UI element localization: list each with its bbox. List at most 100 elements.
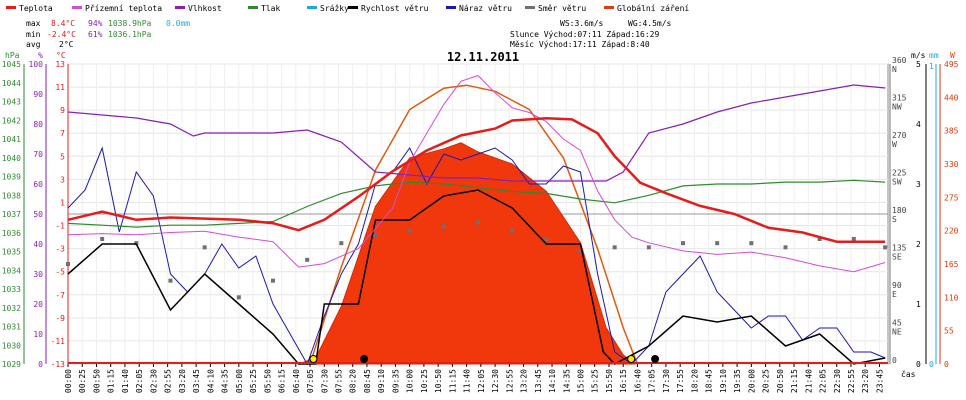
x-tick-label: 19:10 [719,369,728,393]
humidity-axis-unit: % [38,51,43,60]
x-tick-label: 17:05 [648,369,657,393]
direction-axis-label: N [892,65,897,74]
direction-axis-tick: 360 [892,56,907,65]
x-tick-label: 20:50 [776,369,785,393]
series-direction-point [373,232,378,237]
pressure-axis-tick: 1037 [2,210,21,219]
legend-swatch [348,6,358,9]
series [66,74,888,366]
x-tick-label: 17:30 [662,369,671,393]
legend-label: Vlhkost [188,4,222,13]
x-tick-label: 10:00 [406,369,415,393]
series-direction-point [851,237,856,241]
x-tick-label: 04:35 [221,369,230,393]
x-tick-label: 23:20 [861,369,870,393]
x-tick-label: 19:35 [733,369,742,393]
series-direction-point [715,241,720,246]
wind-axis-tick: 5 [916,60,921,69]
x-tick-label: 02:55 [164,369,173,393]
x-tick-label: 10:25 [420,369,429,393]
direction-axis-label: E [892,290,897,299]
humidity-axis-tick: 30 [33,270,43,279]
wind-speed-summary: WS:3.6m/s [560,19,604,28]
x-tick-label: 03:45 [192,369,201,393]
x-tick-label: 03:20 [178,369,187,393]
stat-avg-temp: 2°C [59,40,74,49]
x-tick-label: 14:35 [562,369,571,393]
humidity-axis-tick: 0 [38,360,43,369]
x-tick-label: 22:30 [833,369,842,393]
humidity-axis-tick: 20 [33,300,43,309]
series-direction-point [134,241,139,246]
legend: Teplota Přízemní teplota Vlhkost Tlak Srážky… [6,4,689,13]
radiation-axis-tick: 0 [944,360,949,369]
moon-times: Měsíc Východ:17:11 Západ:8:40 [510,40,650,49]
x-tick-label: 12:30 [491,369,500,393]
series-direction-point [271,278,275,283]
pressure-axis-tick: 1033 [2,285,21,294]
legend-swatch [446,6,456,9]
x-tick-label: 16:15 [619,369,628,393]
x-tick-label: 08:20 [349,369,358,393]
x-tick-label: 15:50 [605,369,614,393]
x-tick-label: 17:55 [676,369,685,393]
legend-label: Rychlost větru [361,4,429,13]
x-tick-label: 02:05 [135,369,144,393]
x-tick-label: 18:45 [705,369,714,393]
series-direction-point [236,295,241,300]
series-direction-point [66,262,70,266]
x-tick-label: 07:05 [306,369,315,393]
x-tick-label: 05:00 [235,369,244,393]
direction-axis-label: S [892,215,897,224]
stat-min-label: min [26,30,41,39]
x-tick-label: 00:50 [92,369,101,393]
temperature-axis-tick: -9 [55,314,65,323]
series-pressure [67,179,886,228]
humidity-axis-tick: 100 [29,60,44,69]
x-tick-label: 14:10 [548,369,557,393]
series-ground-temperature [67,74,886,273]
pressure-axis-tick: 1032 [2,304,21,313]
humidity-axis-tick: 80 [33,120,43,129]
series-direction-point [817,237,822,241]
wind-axis-tick: 2 [916,240,921,249]
stat-min-temp: -2.4°C [47,30,76,39]
pressure-axis-tick: 1038 [2,191,21,200]
humidity-axis-tick: 10 [33,330,43,339]
x-tick-label: 22:55 [847,369,856,393]
x-tick-label: 11:40 [463,369,472,393]
x-tick-label: 16:40 [633,369,642,393]
radiation-axis-tick: 55 [944,327,954,336]
series-direction-point [681,241,685,246]
pressure-axis-tick: 1030 [2,341,21,350]
sun-times: Slunce Východ:07:11 Západ:16:29 [510,30,659,39]
direction-axis-label: NW [892,103,902,112]
series-direction-point [510,228,515,233]
pressure-axis-tick: 1043 [2,98,21,107]
x-tick-label: 02:30 [149,369,158,393]
direction-axis-tick: 0 [892,356,897,365]
series-direction-point [612,245,617,250]
temperature-axis-tick: 7 [60,129,65,138]
x-tick-label: 22:05 [819,369,828,393]
wind-axis-tick: 1 [916,300,921,309]
legend-label: Tlak [261,4,280,13]
temperature-axis-tick: -5 [55,268,65,277]
wind-axis-unit: m/s [911,51,926,60]
x-tick-label: 01:15 [107,369,116,393]
series-direction-point [407,228,412,233]
marker-sunset [627,355,636,363]
series-wind-speed [67,189,886,365]
x-tick-label: 07:30 [320,369,329,393]
pressure-axis-tick: 1044 [2,79,21,88]
direction-axis-tick: 45 [892,319,902,328]
pressure-axis-tick: 1034 [2,266,21,275]
temperature-axis-tick: 3 [60,175,65,184]
radiation-axis-tick: 440 [944,93,959,102]
series-direction-point [441,224,446,229]
radiation-axis-unit: W [950,51,955,60]
direction-axis-tick: 315 [892,94,907,103]
series-direction-point [168,278,173,283]
humidity-axis-tick: 40 [33,240,43,249]
